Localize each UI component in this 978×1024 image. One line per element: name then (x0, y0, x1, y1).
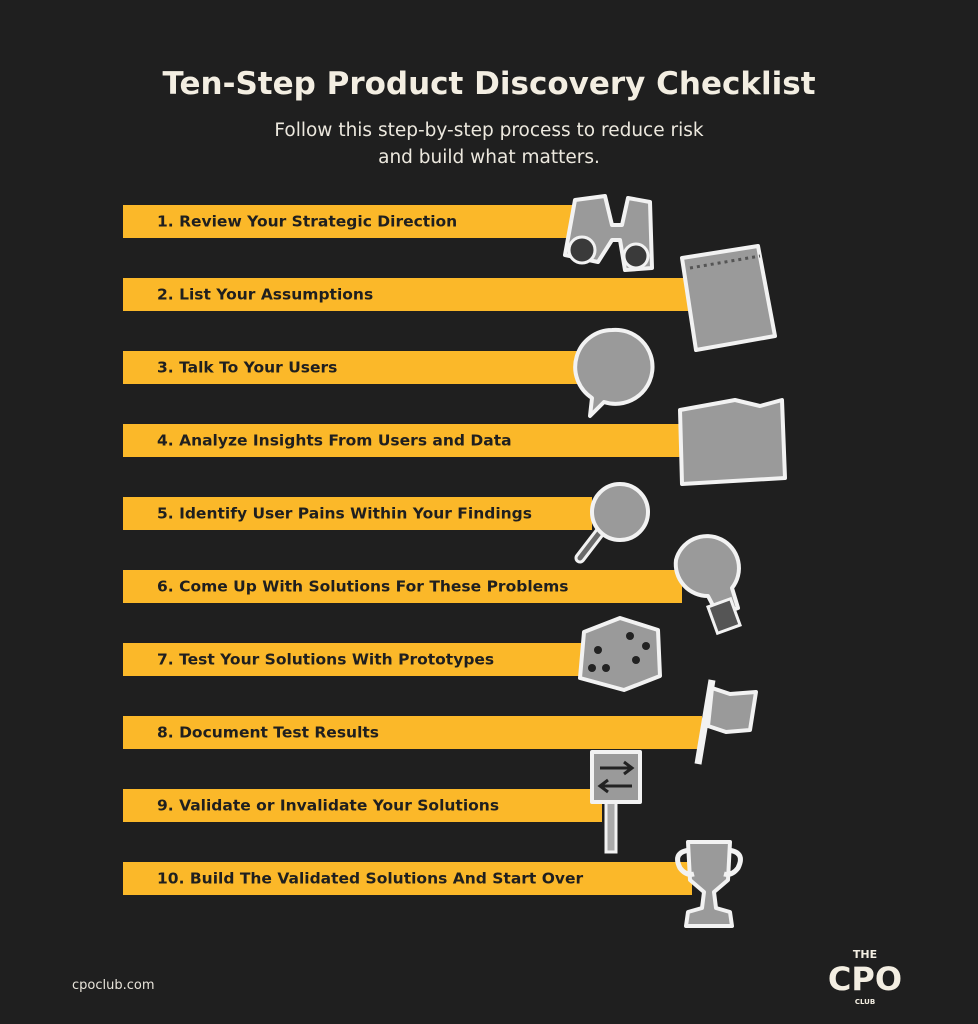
step-bar (123, 789, 602, 822)
footer-url: cpoclub.com (72, 978, 155, 993)
step-bar (123, 716, 702, 749)
icons (563, 194, 787, 928)
step-label: 7. Test Your Solutions With Prototypes (157, 651, 494, 669)
logo: THE CPO CLUB (828, 948, 902, 1006)
lightbulb-icon (673, 534, 742, 636)
step-bar (123, 862, 692, 895)
logo-main: CPO (828, 960, 902, 998)
dice-icon (578, 616, 662, 692)
notebook-icon (680, 244, 777, 352)
steps: 1. Review Your Strategic Direction 2. Lis… (123, 205, 702, 895)
step-label: 8. Document Test Results (157, 724, 379, 742)
magnifier-icon (574, 482, 650, 564)
flag-icon (694, 679, 758, 765)
step-label: 3. Talk To Your Users (157, 359, 337, 377)
step-bar (123, 351, 588, 384)
folder-icon (678, 398, 787, 486)
signpost-icon (590, 750, 642, 854)
step-label: 4. Analyze Insights From Users and Data (157, 432, 512, 450)
step-label: 6. Come Up With Solutions For These Prob… (157, 578, 569, 596)
title: Ten-Step Product Discovery Checklist (162, 66, 815, 102)
logo-top: THE (853, 948, 877, 961)
step-bar (123, 205, 585, 238)
step-label: 1. Review Your Strategic Direction (157, 213, 457, 231)
step-bar (123, 643, 592, 676)
step-label: 5. Identify User Pains Within Your Findi… (157, 505, 532, 523)
step-bar (123, 570, 682, 603)
step-bar (123, 497, 592, 530)
step-bar (123, 424, 692, 457)
subtitle-line: and build what matters. (378, 147, 600, 168)
trophy-icon (675, 840, 743, 928)
binoculars-icon (563, 194, 654, 272)
step-label: 2. List Your Assumptions (157, 286, 373, 304)
step-label: 10. Build The Validated Solutions And St… (157, 870, 584, 888)
logo-bottom: CLUB (855, 998, 875, 1006)
speech-bubble-icon (573, 327, 655, 418)
step-bar (123, 278, 690, 311)
subtitle-line: Follow this step-by-step process to redu… (274, 120, 703, 141)
step-label: 9. Validate or Invalidate Your Solutions (157, 797, 499, 815)
